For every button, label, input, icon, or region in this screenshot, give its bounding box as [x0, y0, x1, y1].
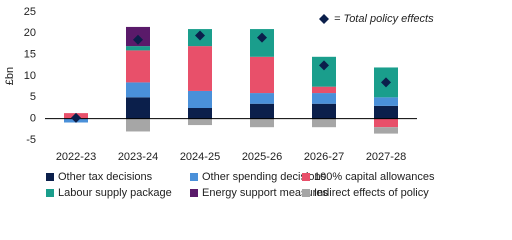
y-tick-label: 0: [30, 113, 36, 125]
total-marker: [257, 32, 267, 43]
bar-segment: [126, 46, 150, 51]
legend-swatch: [302, 173, 310, 181]
bar-segment: [126, 82, 150, 98]
legend-label: Other tax decisions: [58, 171, 153, 183]
bar-segment: [312, 118, 336, 128]
legend-label: Energy support measures: [202, 187, 328, 199]
legend-swatch: [190, 173, 198, 181]
bar-segment: [126, 118, 150, 132]
x-tick-label: 2026-27: [304, 151, 344, 163]
bar-segment: [374, 97, 398, 106]
y-tick-label: 25: [24, 6, 36, 18]
bar-segment: [188, 90, 212, 108]
bar-segment: [250, 118, 274, 128]
legend-swatch: [190, 189, 198, 197]
bar-segment: [126, 97, 150, 119]
legend-label: Labour supply package: [58, 187, 172, 199]
total-marker: [195, 30, 205, 41]
x-tick-label: 2027-28: [366, 151, 406, 163]
legend-swatch: [46, 189, 54, 197]
legend-label: 100% capital allowances: [314, 171, 435, 183]
bar-segment: [312, 86, 336, 94]
total-marker: [133, 34, 143, 45]
bar-segment: [188, 108, 212, 119]
y-tick-label: -5: [26, 134, 36, 146]
bar-segment: [250, 56, 274, 94]
y-tick-label: 15: [24, 49, 36, 61]
legend-marker: [319, 14, 329, 24]
legend-swatch: [46, 173, 54, 181]
total-marker: [381, 77, 391, 88]
x-tick-label: 2024-25: [180, 151, 220, 163]
legend-swatch: [302, 189, 310, 197]
chart: £bn -5 0 5 10 15 20 25 2022-23 2023-24 2024-25 2025…: [4, 6, 435, 199]
x-tick-label: 2025-26: [242, 151, 282, 163]
bar-segment: [188, 46, 212, 91]
bar-segment: [250, 103, 274, 119]
legend-label: Indirect effects of policy: [314, 187, 429, 199]
bar-segment: [312, 103, 336, 119]
y-tick-label: 10: [24, 70, 36, 82]
bar-segment: [374, 105, 398, 119]
y-axis-label: £bn: [4, 67, 16, 85]
x-tick-label: 2022-23: [56, 151, 96, 163]
y-tick-label: 20: [24, 27, 36, 39]
legend-label: Other spending decisions: [202, 171, 327, 183]
bar-segment: [312, 93, 336, 104]
bar-segment: [374, 127, 398, 134]
x-tick-label: 2023-24: [118, 151, 158, 163]
bar-segment: [250, 93, 274, 104]
bar-segment: [188, 118, 212, 126]
bar-segment: [126, 50, 150, 83]
total-marker: [71, 112, 81, 123]
total-marker: [319, 60, 329, 71]
bar-segment: [374, 118, 398, 128]
y-tick-label: 5: [30, 91, 36, 103]
legend-label: = Total policy effects: [334, 13, 434, 25]
